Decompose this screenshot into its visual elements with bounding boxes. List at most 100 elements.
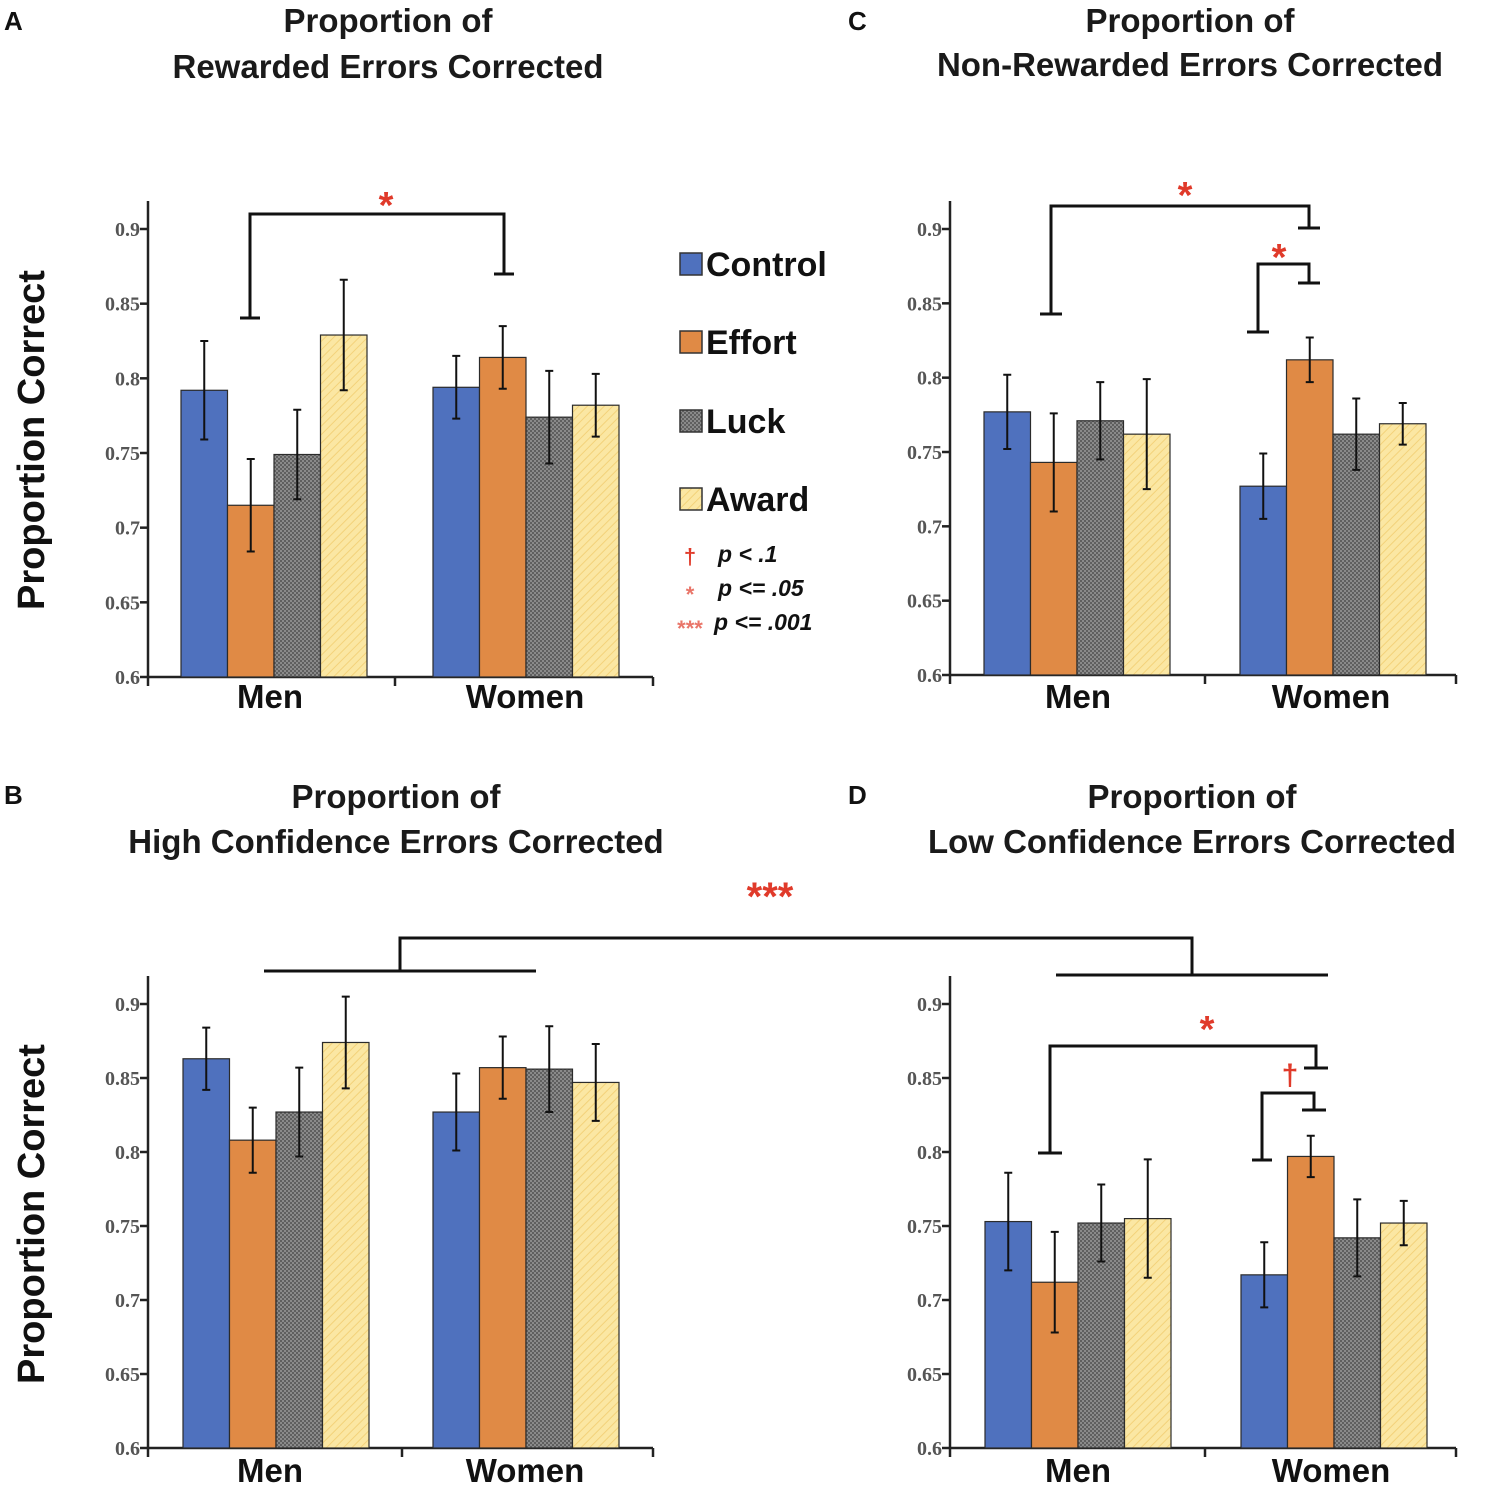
legend-swatch-luck	[679, 409, 703, 433]
panel-b-errorbar-effort-women	[498, 1035, 507, 1100]
panel-c-bar-luck-men	[1076, 420, 1125, 676]
panel-a-errorbar-effort-women	[498, 325, 507, 390]
panel-b-errorbar-award-men	[341, 995, 350, 1090]
panel-d-errorbar-award-men	[1143, 1158, 1152, 1279]
panel-a-errorbar-luck-women	[545, 369, 554, 465]
panel-b-errorbar-luck-men	[295, 1066, 304, 1158]
panel-a-errorbar-effort-men	[246, 457, 255, 553]
key-triple-star-symbol: ***	[677, 616, 703, 641]
panel-d-errorbar-award-women	[1399, 1199, 1408, 1247]
panel-a-errorbar-award-men	[339, 278, 348, 392]
panel-a-chart: 0.6 0.65 0.7 0.75 0.8 0.85 0.9 Men Women	[105, 201, 655, 715]
panel-b-y-tick-label: 0.9	[115, 994, 140, 1016]
panel-c-y-tick-label: 0.6	[917, 665, 942, 687]
panel-b-ylabel: Proportion Correct	[11, 1044, 53, 1384]
panel-d-errorbar-luck-women	[1353, 1198, 1362, 1278]
panel-a-bar-award-men	[319, 334, 368, 678]
panel-d-y-tick-label: 0.75	[907, 1216, 942, 1238]
panel-b-y-tick-label: 0.8	[115, 1142, 140, 1164]
panel-d-y-tick-label: 0.6	[917, 1438, 942, 1460]
significance-key: † p < .1 * p <= .05 *** p <= .001	[677, 541, 812, 641]
panel-a-y-tick-label: 0.85	[105, 294, 140, 316]
panel-b-y-tick-label: 0.85	[105, 1068, 140, 1090]
panel-d-bar-award-women	[1379, 1222, 1428, 1449]
panel-d-title-line1: Proportion of	[1088, 778, 1298, 815]
panel-d-errorbar-control-men	[1004, 1171, 1013, 1272]
panel-c-bracket-outer: *	[1040, 175, 1320, 316]
key-star-text: p <= .05	[717, 575, 805, 601]
panel-b-bar-award-women	[571, 1081, 620, 1449]
panel-a-errorbar-control-women	[452, 354, 461, 420]
panel-d-errorbar-control-women	[1260, 1241, 1269, 1309]
panel-c-y-tick-label: 0.65	[907, 591, 942, 613]
key-dagger-symbol: †	[684, 544, 696, 569]
panel-b-bar-award-men	[321, 1041, 370, 1449]
panel-d-y-tick-label: 0.85	[907, 1068, 942, 1090]
panel-c-sig-star-outer: *	[1178, 175, 1193, 217]
key-triple-star-text: p <= .001	[713, 609, 812, 635]
panel-d-errorbar-luck-men	[1097, 1183, 1106, 1263]
legend-item-award: Award	[679, 481, 809, 519]
panel-d-category-label-women: Women	[1272, 1452, 1391, 1489]
panel-d-sig-star-outer: *	[1200, 1009, 1215, 1051]
panel-c-y-tick-label: 0.85	[907, 293, 942, 315]
panel-a-errorbar-award-women	[591, 372, 600, 438]
panel-c-errorbar-luck-men	[1096, 381, 1105, 461]
panel-c-bar-luck-women	[1332, 433, 1381, 676]
panel-d-bracket-outer: *	[1038, 1009, 1328, 1155]
panel-a-bracket: *	[240, 185, 514, 320]
panel-a-title-line2: Rewarded Errors Corrected	[173, 48, 604, 85]
panel-c-y-tick-label: 0.7	[917, 516, 942, 538]
panel-c-errorbar-control-women	[1259, 452, 1268, 520]
panel-b-y-tick-label: 0.65	[105, 1364, 140, 1386]
legend-item-luck: Luck	[679, 403, 785, 441]
legend: Control Effort Luck Award	[679, 246, 827, 519]
panel-c-bar-effort-women	[1285, 359, 1334, 676]
panel-a-category-label-men: Men	[237, 678, 303, 715]
panel-c-title-line2: Non-Rewarded Errors Corrected	[937, 46, 1443, 83]
legend-swatch-control	[679, 252, 703, 276]
key-star-symbol: *	[686, 582, 695, 607]
panel-b-bar-effort-women	[478, 1067, 527, 1449]
panel-a-bar-control-women	[432, 386, 481, 678]
panel-c-y-tick-label: 0.75	[907, 442, 942, 464]
legend-label-control: Control	[706, 246, 827, 284]
panel-a-sig-star: *	[379, 185, 394, 227]
panel-letter-a: A	[4, 6, 23, 36]
legend-item-effort: Effort	[679, 324, 797, 362]
panel-d-y-tick-label: 0.9	[917, 994, 942, 1016]
panel-a-y-tick-label: 0.75	[105, 443, 140, 465]
legend-item-control: Control	[679, 246, 827, 284]
panel-b-category-label-women: Women	[466, 1452, 585, 1489]
panel-c-bracket-inner: *	[1247, 237, 1320, 334]
panel-c-category-label-women: Women	[1272, 678, 1391, 715]
panel-a-errorbar-control-men	[200, 340, 209, 441]
between-panels-bracket: ***	[264, 875, 1328, 977]
panel-a-y-tick-label: 0.7	[115, 518, 140, 540]
panel-c-errorbar-award-women	[1398, 401, 1407, 446]
panel-letter-c: C	[848, 6, 867, 36]
panel-c-errorbar-award-men	[1142, 378, 1151, 491]
between-panels-sig: ***	[747, 875, 794, 919]
panel-c-errorbar-effort-men	[1049, 412, 1058, 513]
panel-b-bar-luck-women	[525, 1068, 574, 1449]
panel-b-errorbar-effort-men	[248, 1106, 257, 1174]
panel-c-errorbar-effort-women	[1305, 336, 1314, 384]
panel-c-bar-control-men	[983, 411, 1032, 676]
panel-a-y-tick-label: 0.65	[105, 592, 140, 614]
panel-b-category-label-men: Men	[237, 1452, 303, 1489]
panel-c-title-line1: Proportion of	[1086, 2, 1296, 39]
panel-d-sig-dagger: †	[1282, 1059, 1299, 1092]
panel-c-y-tick-label: 0.9	[917, 219, 942, 241]
panel-b-bar-control-men	[182, 1058, 231, 1449]
panel-d-bracket-inner: †	[1252, 1059, 1326, 1162]
legend-label-effort: Effort	[706, 324, 797, 362]
panel-a-title-line1: Proportion of	[284, 2, 494, 39]
legend-swatch-award	[679, 487, 703, 511]
panel-a-bar-award-women	[571, 404, 620, 678]
panel-d-errorbar-effort-men	[1050, 1230, 1059, 1334]
panel-a-y-tick-label: 0.9	[115, 219, 140, 241]
panel-d-chart: 0.6 0.65 0.7 0.75 0.8 0.85 0.9 Men Women	[907, 976, 1458, 1489]
panel-a-category-label-women: Women	[466, 678, 585, 715]
